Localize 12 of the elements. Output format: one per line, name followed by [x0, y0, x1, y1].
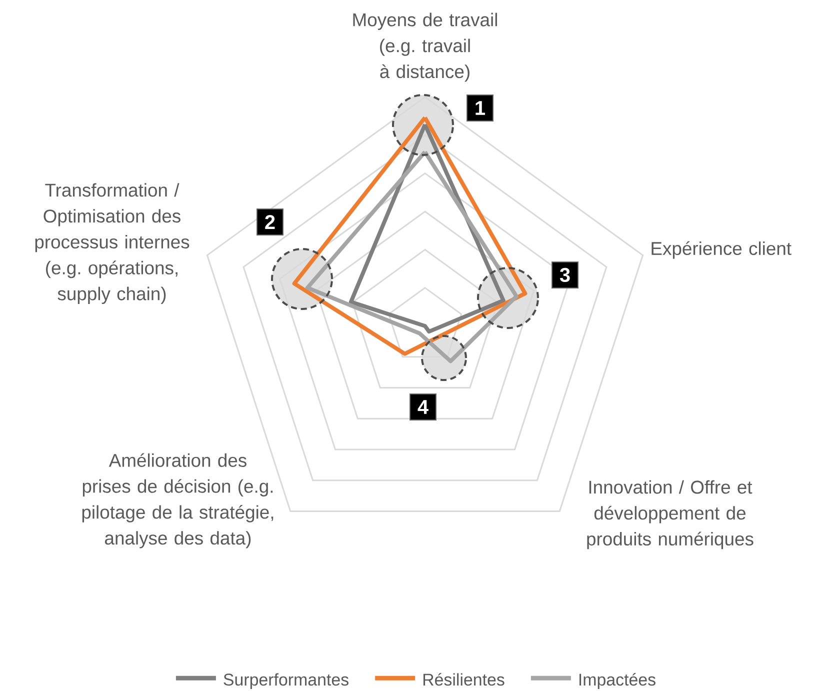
- text: 4: [418, 400, 428, 414]
- spoke-label: Amélioration des prises de décision (e.g. pilotage de la stratégie, analyse des data): [82, 453, 274, 548]
- text: 1: [476, 101, 485, 115]
- spoke-label: Expérience client: [652, 241, 792, 259]
- legend-label: Surperformantes: [224, 673, 348, 689]
- text: 2: [265, 215, 275, 229]
- text: 3: [560, 268, 570, 282]
- spoke-label: Innovation / Offre et développement de produits numériques: [587, 480, 754, 550]
- legend-label: Résilientes: [423, 673, 504, 686]
- spoke-label: Transformation / Optimisation des processus internes (e.g. opérations, supply chain): [35, 183, 190, 304]
- legend-label: Impactées: [579, 673, 656, 689]
- spoke-label: Moyens de travail (e.g. travail à distance): [353, 12, 497, 82]
